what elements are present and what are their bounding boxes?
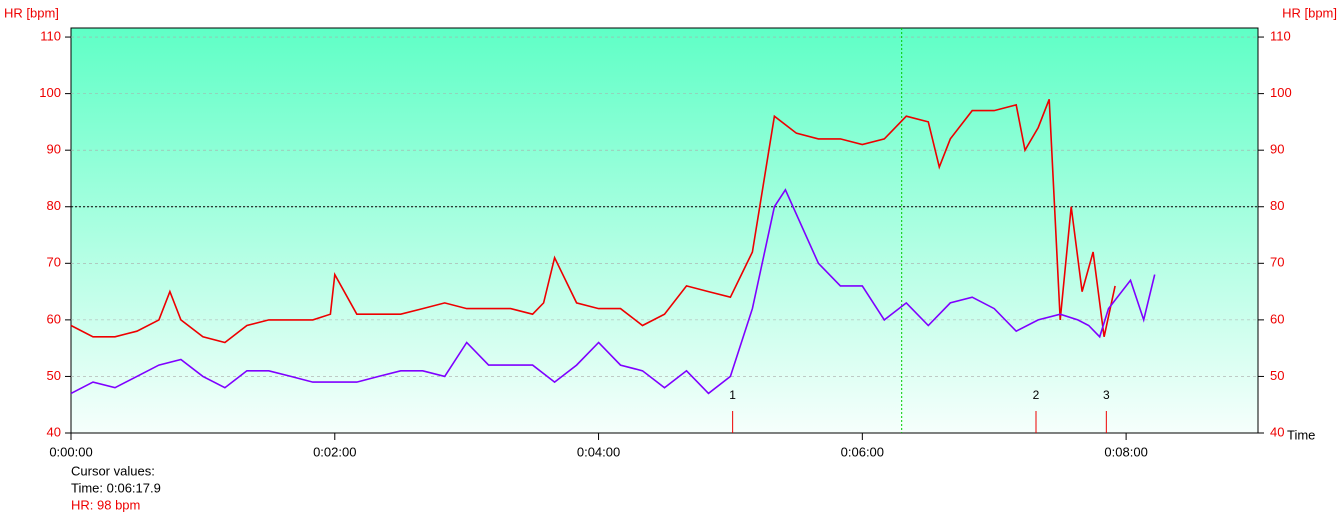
x-tick-label: 0:02:00 (313, 444, 356, 459)
cursor-title: Cursor values: (71, 463, 155, 478)
y-tick-label: 70 (47, 255, 61, 270)
lap-label: 3 (1103, 388, 1110, 402)
y2-tick-label: 40 (1270, 424, 1284, 439)
lap-label: 1 (729, 388, 736, 402)
y2-tick-label: 60 (1270, 311, 1284, 326)
plot-area (70, 27, 1259, 434)
y-tick-label: 110 (40, 28, 61, 43)
x-axis-label: Time (1287, 427, 1315, 442)
y-tick-label: 40 (47, 424, 61, 439)
y2-tick-label: 70 (1270, 255, 1284, 270)
x-tick-label: 0:04:00 (577, 444, 620, 459)
y-tick-label: 80 (47, 198, 61, 213)
y2-tick-label: 100 (1270, 85, 1292, 100)
series-line (70, 188, 1156, 395)
x-tick-label: 0:00:00 (49, 444, 92, 459)
cursor-hr: HR: 98 bpm (71, 497, 140, 512)
x-tick-label: 0:08:00 (1104, 444, 1147, 459)
y-tick-label: 90 (47, 142, 61, 157)
x-tick-label: 0:06:00 (841, 444, 884, 459)
y2-tick-label: 50 (1270, 368, 1284, 383)
y-tick-label: 50 (47, 368, 61, 383)
y2-tick-label: 80 (1270, 198, 1284, 213)
y-tick-label: 100 (39, 85, 61, 100)
lap-label: 2 (1033, 388, 1040, 402)
y-axis-label: HR [bpm] (4, 5, 59, 20)
y2-tick-label: 90 (1270, 142, 1284, 157)
y2-axis-label: HR [bpm] (1282, 5, 1337, 20)
series-line (70, 99, 1116, 344)
cursor-time: Time: 0:06:17.9 (71, 480, 161, 495)
y-tick-label: 60 (47, 311, 61, 326)
y2-tick-label: 110 (1270, 28, 1291, 43)
